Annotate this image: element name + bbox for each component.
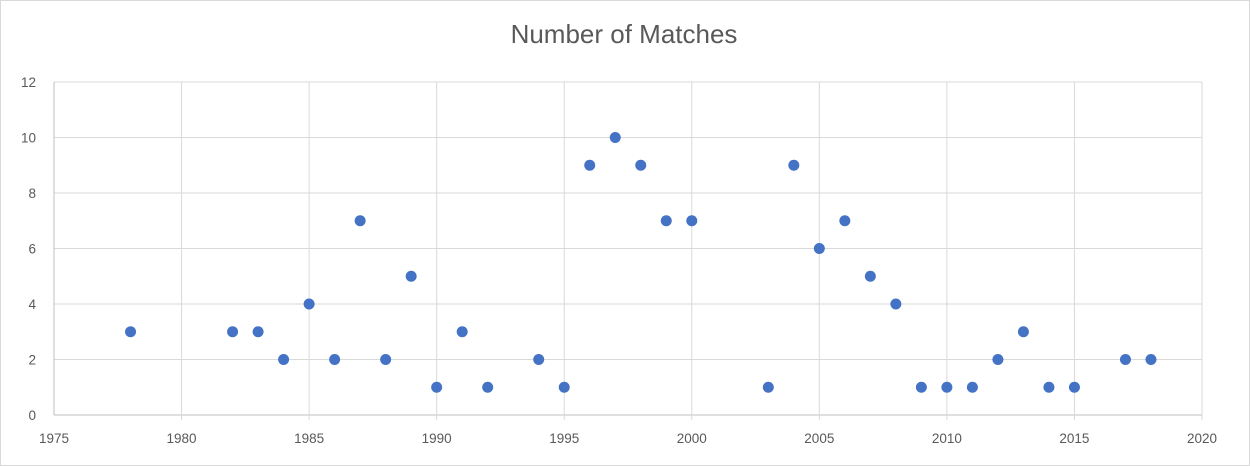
data-point [992,354,1004,365]
data-point [1068,381,1080,393]
data-point [558,381,570,393]
data-point [915,381,927,393]
y-tick-label: 10 [21,131,36,146]
x-tick-label: 2010 [932,431,962,446]
y-tick-label: 4 [28,297,36,312]
grid-lines [53,81,1203,420]
data-point [278,354,290,365]
data-point [660,215,672,227]
data-point [1145,354,1157,365]
x-tick-label: 2005 [804,431,834,446]
y-tick-label: 2 [28,353,36,368]
data-point [762,381,774,393]
data-point [635,159,647,171]
data-point [533,354,545,365]
data-point [354,215,366,227]
data-point [839,215,851,227]
data-point [380,354,392,365]
data-points [125,132,1157,393]
x-axis-tick-labels: 1975 1980 1985 1990 1995 2000 2005 2010 2015 2020 [39,431,1217,446]
data-point [609,132,621,143]
data-point [1043,381,1055,393]
data-point [1017,326,1029,338]
data-point [813,243,825,254]
y-tick-label: 12 [21,75,36,90]
chart-title: Number of Matches [510,19,738,49]
x-tick-label: 1980 [167,431,197,446]
data-point [686,215,698,227]
data-point [1119,354,1131,365]
y-tick-label: 8 [28,186,36,201]
data-point [329,354,341,365]
data-point [584,159,596,171]
data-point [227,326,239,338]
data-point [890,298,902,310]
data-point [431,381,443,393]
x-tick-label: 2020 [1187,431,1217,446]
data-point [405,270,417,282]
y-tick-label: 6 [28,242,36,257]
x-tick-label: 1995 [549,431,579,446]
x-tick-label: 1985 [294,431,324,446]
data-point [303,298,315,310]
data-point [482,381,494,393]
y-axis-tick-labels: 0 2 4 6 8 10 12 [21,75,37,423]
x-tick-label: 2015 [1059,431,1089,446]
x-tick-label: 2000 [677,431,707,446]
data-point [941,381,953,393]
y-tick-label: 0 [28,408,36,423]
data-point [788,159,800,171]
x-tick-label: 1990 [422,431,452,446]
data-point [125,326,137,338]
x-tick-label: 1975 [39,431,69,446]
data-point [966,381,978,393]
data-point [864,270,876,282]
data-point [456,326,468,338]
data-point [252,326,264,338]
